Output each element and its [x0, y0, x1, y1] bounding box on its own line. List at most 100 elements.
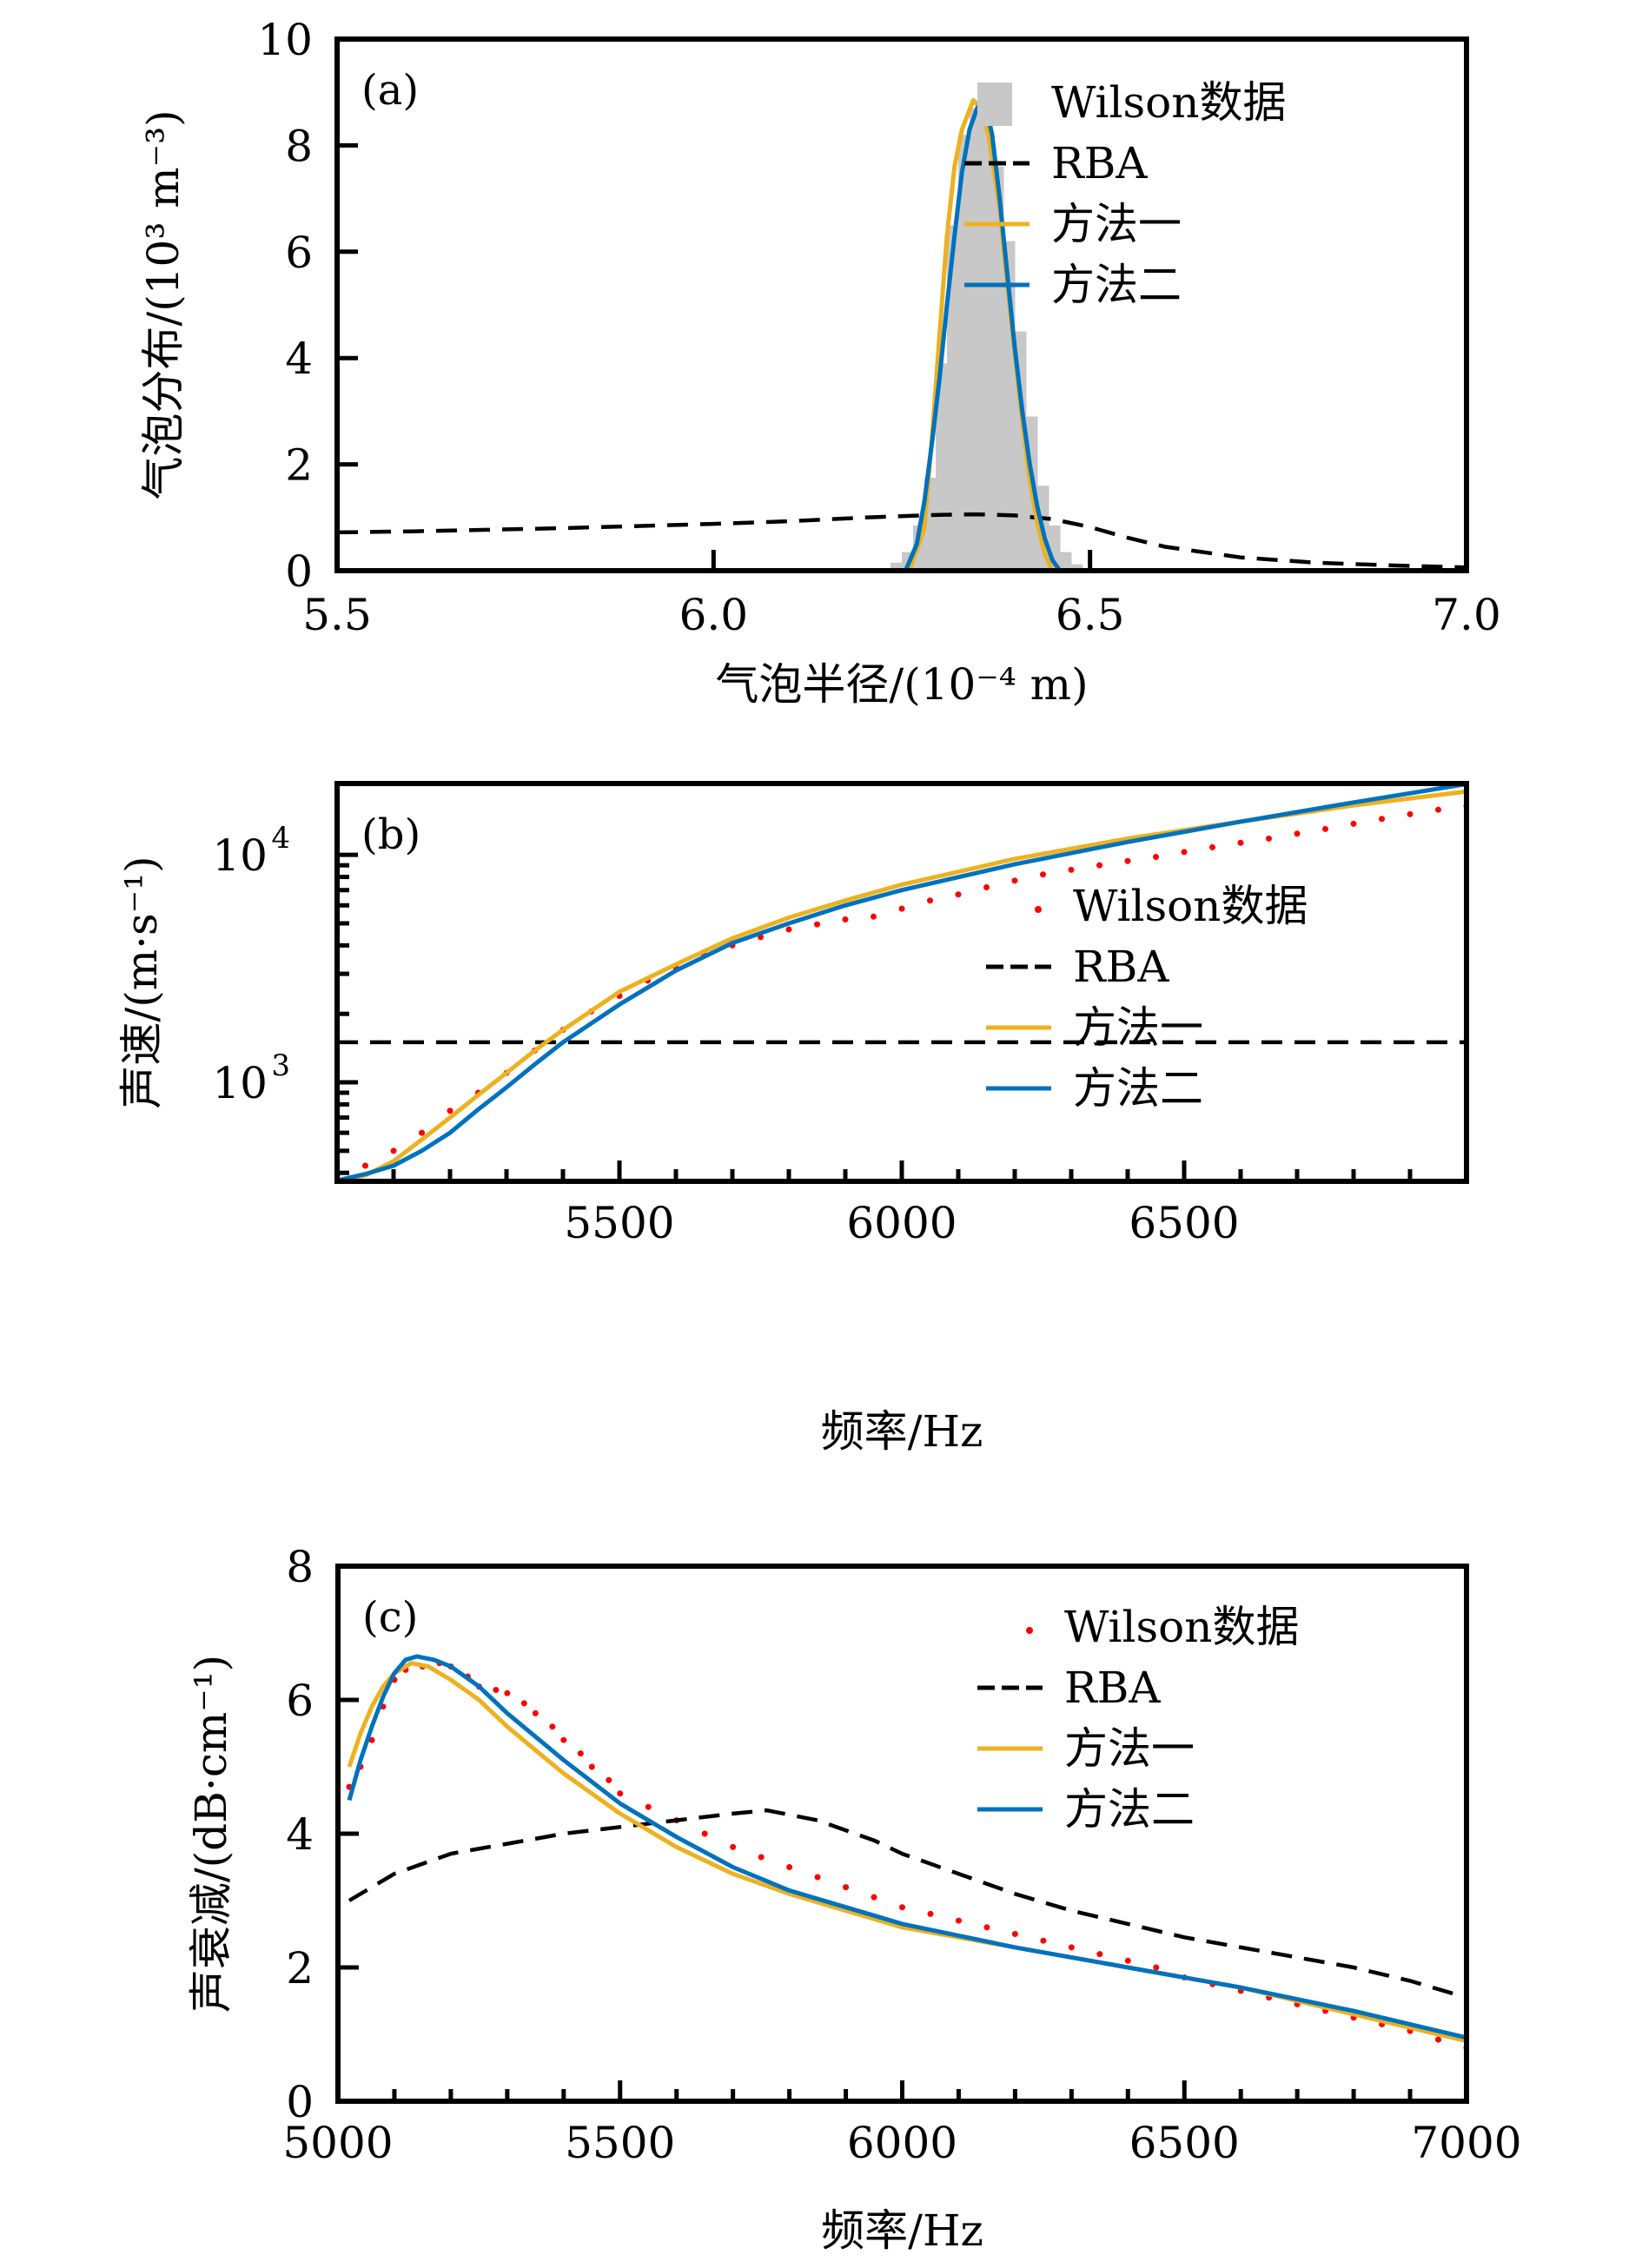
- wilson-data-point: [617, 1790, 624, 1797]
- method1-line: [337, 789, 1467, 1181]
- x-tick-label: 6.0: [679, 590, 749, 640]
- x-tick-label: 6.5: [1056, 590, 1125, 640]
- wilson-data-point: [955, 1917, 962, 1924]
- wilson-data-point: [955, 891, 962, 898]
- histogram-bar: [947, 225, 959, 571]
- wilson-data-point: [362, 1162, 368, 1169]
- legend-item: RBA: [964, 138, 1148, 188]
- x-tick-label: 6000: [847, 2118, 957, 2168]
- axes-frame: [334, 36, 1469, 573]
- wilson-data-point: [1011, 877, 1018, 884]
- y-tick-label: 0: [286, 2077, 314, 2127]
- x-tick-label: 5.5: [302, 590, 372, 640]
- histogram-bar: [992, 166, 1004, 571]
- wilson-data-point: [1068, 866, 1075, 873]
- legend-item: 方法二: [977, 1784, 1195, 1835]
- wilson-data-point: [532, 1709, 539, 1716]
- axes-frame: [334, 781, 1469, 1184]
- legend-item: Wilson数据: [1026, 1602, 1299, 1652]
- rba-line: [348, 1808, 1467, 2000]
- x-axis-label: 频率/Hz: [821, 2205, 983, 2256]
- wilson-data-point: [898, 905, 905, 912]
- histogram-bar: [970, 108, 982, 571]
- plot-area: [346, 1654, 1467, 2051]
- legend-label: RBA: [1051, 138, 1148, 188]
- histogram-bar: [981, 113, 993, 571]
- panel-a: 5.5 6.0 6.5 7.0 0 2 4 6 8 10 (a) 气泡半径/(10⁻⁴ m) 气泡分布/…: [138, 15, 1501, 710]
- y-tick-label: 6: [286, 1676, 314, 1726]
- wilson-data-point: [1350, 820, 1357, 827]
- y-tick-label: 2: [285, 440, 313, 491]
- y-axis-label: 声速/(m·s⁻¹): [116, 856, 167, 1108]
- wilson-data-point: [1040, 871, 1046, 878]
- method2-line: [337, 784, 1467, 1181]
- wilson-data-point: [577, 1750, 584, 1757]
- wilson-data-point: [1096, 862, 1102, 869]
- wilson-data-point: [927, 1910, 934, 1917]
- panel-tag: (c): [362, 1593, 418, 1642]
- x-tick-label: 6000: [846, 1198, 957, 1248]
- legend-swatch-dot: [1026, 1627, 1033, 1634]
- method2-line: [347, 1654, 1467, 2040]
- x-axis-label: 气泡半径/(10⁻⁴ m): [715, 659, 1088, 710]
- wilson-data-point: [645, 1803, 652, 1810]
- wilson-data-point: [842, 916, 849, 923]
- y-tick-label: 2: [286, 1943, 314, 1994]
- wilson-data-point: [1153, 853, 1159, 860]
- wilson-data-point: [1294, 830, 1301, 837]
- wilson-data-point: [606, 1776, 612, 1783]
- legend-item: Wilson数据: [1035, 881, 1308, 931]
- wilson-data-point: [814, 921, 820, 928]
- legend-item: 方法一: [964, 199, 1182, 249]
- wilson-data-point: [899, 1904, 905, 1911]
- wilson-data-point: [1209, 843, 1215, 850]
- wilson-data-point: [983, 1924, 990, 1931]
- histogram-bar: [936, 363, 948, 571]
- wilson-data-point: [368, 1736, 375, 1743]
- wilson-data-point: [1266, 835, 1272, 842]
- x-axis-label: 频率/Hz: [821, 1406, 983, 1457]
- legend-label: Wilson数据: [1064, 1602, 1299, 1652]
- y-tick-label: 4: [286, 1809, 314, 1860]
- wilson-data-point: [843, 1884, 850, 1891]
- x-tick-label: 5500: [565, 2118, 675, 2168]
- y-tick-label: 10: [212, 830, 268, 881]
- wilson-data-point: [1068, 1944, 1075, 1951]
- legend-swatch-dot: [1035, 906, 1042, 913]
- histogram-bar: [1071, 564, 1083, 571]
- rba-line: [337, 512, 1467, 570]
- legend-label: Wilson数据: [1051, 77, 1286, 128]
- wilson-data-point: [549, 1723, 556, 1730]
- wilson-data-point: [1435, 806, 1441, 813]
- wilson-data-point: [871, 1894, 877, 1901]
- wilson-data-point: [1096, 1951, 1103, 1958]
- y-tick-label: 8: [285, 121, 313, 171]
- y-tick-label: 0: [285, 546, 313, 597]
- wilson-data-point: [1124, 857, 1131, 864]
- y-tick-label: 6: [285, 228, 313, 278]
- legend-label: 方法二: [1051, 260, 1182, 310]
- y-axis-label: 气泡分布/(10³ m⁻³): [138, 109, 189, 499]
- x-tick-label: 5500: [564, 1198, 674, 1248]
- legend-item: 方法一: [977, 1723, 1195, 1774]
- plot-area: [337, 97, 1467, 571]
- wilson-data-point: [786, 1864, 793, 1870]
- y-tick-label: 8: [286, 1542, 314, 1592]
- legend-item: 方法二: [964, 260, 1182, 310]
- x-tick-label: 6500: [1129, 1198, 1239, 1248]
- legend-label: Wilson数据: [1073, 881, 1308, 931]
- wilson-data-point: [927, 897, 933, 904]
- wilson-data-point: [520, 1700, 527, 1707]
- histogram-bar: [958, 135, 970, 571]
- legend-swatch-histogram: [977, 83, 1012, 126]
- y-tick-exponent: 4: [271, 821, 290, 856]
- histogram-bar: [891, 562, 903, 571]
- x-tick-label: 7000: [1411, 2118, 1521, 2168]
- wilson-data-point: [493, 1686, 500, 1693]
- wilson-data-point: [1181, 849, 1188, 856]
- wilson-data-point: [758, 1854, 765, 1861]
- histogram-bar: [1060, 552, 1072, 571]
